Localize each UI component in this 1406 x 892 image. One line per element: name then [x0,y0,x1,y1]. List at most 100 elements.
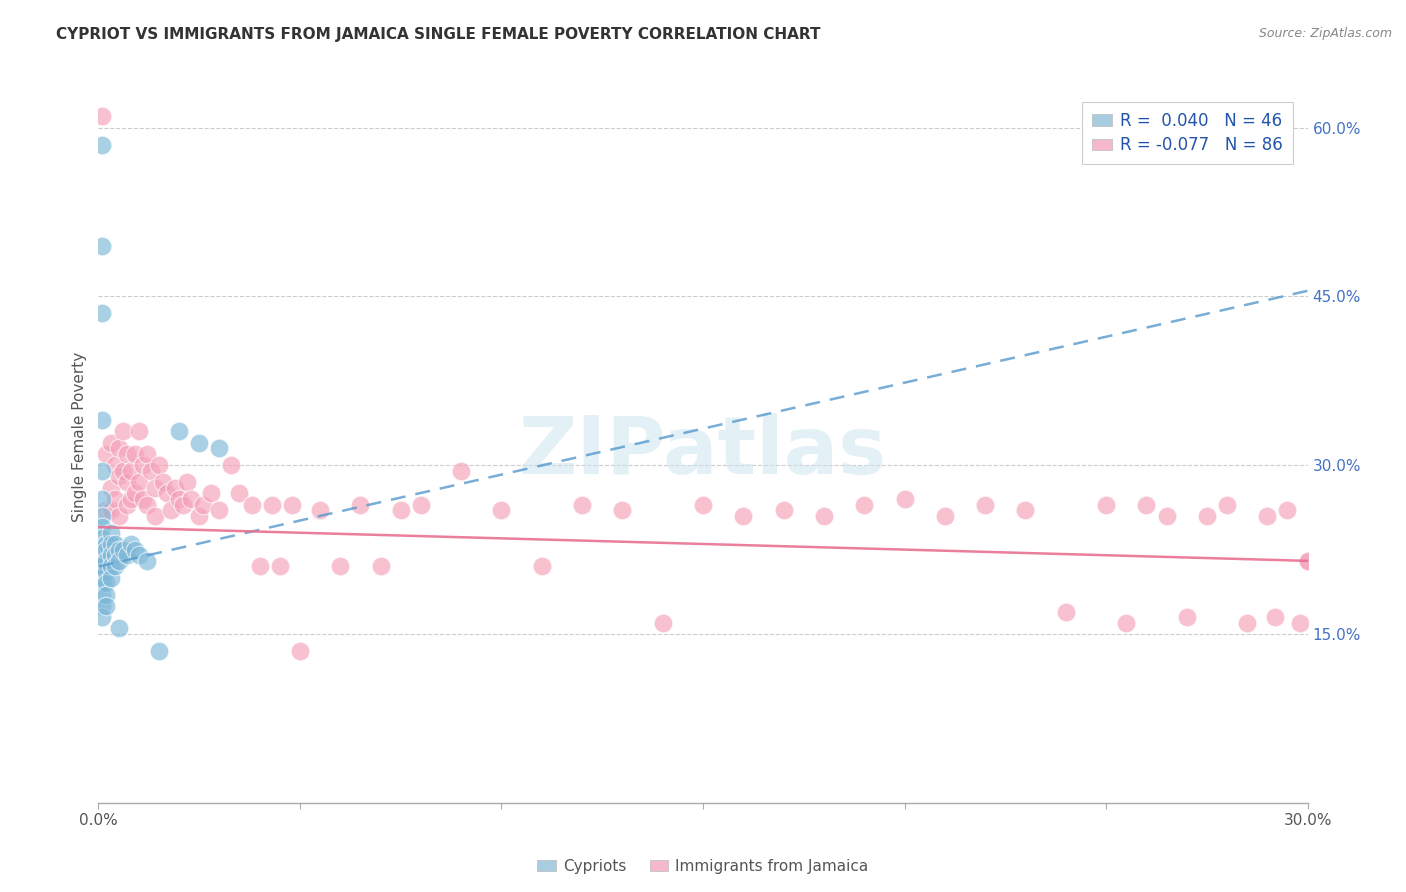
Point [240,498,263,512]
Point [132,458,155,473]
Point [91,239,114,253]
Point [651,615,673,630]
Point [772,503,794,517]
Point [389,503,412,517]
Point [269,559,291,574]
Point [188,435,211,450]
Point [571,498,593,512]
Point [1216,498,1239,512]
Point [221,458,243,473]
Point [1296,554,1319,568]
Point [100,571,122,585]
Point [91,464,114,478]
Point [91,520,114,534]
Point [1156,508,1178,523]
Point [128,548,150,562]
Point [148,458,170,473]
Point [91,554,114,568]
Point [135,498,157,512]
Point [288,644,311,658]
Point [143,481,166,495]
Point [96,588,118,602]
Point [491,503,513,517]
Point [91,576,114,591]
Point [91,508,114,523]
Point [91,306,114,320]
Point [329,559,352,574]
Point [100,481,122,495]
Point [1175,610,1198,624]
Point [91,548,114,562]
Point [1095,498,1118,512]
Point [176,475,198,489]
Point [107,621,129,635]
Y-axis label: Single Female Poverty: Single Female Poverty [72,352,87,522]
Point [107,442,129,456]
Point [172,498,194,512]
Point [103,491,125,506]
Text: ZIPatlas: ZIPatlas [519,413,887,491]
Point [103,458,125,473]
Point [96,576,118,591]
Point [91,571,114,585]
Point [91,559,114,574]
Point [120,491,142,506]
Point [409,498,432,512]
Point [1236,615,1258,630]
Point [167,425,190,439]
Point [309,503,332,517]
Point [1264,610,1286,624]
Point [934,508,956,523]
Text: CYPRIOT VS IMMIGRANTS FROM JAMAICA SINGLE FEMALE POVERTY CORRELATION CHART: CYPRIOT VS IMMIGRANTS FROM JAMAICA SINGL… [56,27,821,42]
Point [115,548,138,562]
Legend: R =  0.040   N = 46, R = -0.077   N = 86: R = 0.040 N = 46, R = -0.077 N = 86 [1083,102,1294,164]
Point [100,548,122,562]
Point [96,537,118,551]
Point [260,498,283,512]
Point [91,532,114,546]
Point [124,447,146,461]
Point [160,503,183,517]
Point [167,491,190,506]
Point [96,565,118,579]
Point [813,508,835,523]
Point [111,425,134,439]
Point [91,599,114,613]
Point [107,508,129,523]
Point [208,442,231,456]
Point [249,559,271,574]
Point [853,498,876,512]
Point [1054,605,1077,619]
Point [100,503,122,517]
Point [893,491,915,506]
Point [733,508,755,523]
Point [100,435,122,450]
Point [115,447,138,461]
Point [124,486,146,500]
Point [349,498,371,512]
Point [107,469,129,483]
Point [100,525,122,540]
Point [96,554,118,568]
Point [135,447,157,461]
Point [530,559,553,574]
Point [103,537,125,551]
Point [450,464,472,478]
Point [107,554,129,568]
Point [91,610,114,624]
Legend: Cypriots, Immigrants from Jamaica: Cypriots, Immigrants from Jamaica [531,853,875,880]
Point [103,548,125,562]
Point [156,486,179,500]
Point [120,537,142,551]
Point [124,542,146,557]
Point [692,498,714,512]
Point [193,498,215,512]
Point [1195,508,1218,523]
Point [1014,503,1036,517]
Point [96,447,118,461]
Point [1296,554,1319,568]
Point [163,481,186,495]
Point [135,554,157,568]
Point [139,464,162,478]
Point [612,503,634,517]
